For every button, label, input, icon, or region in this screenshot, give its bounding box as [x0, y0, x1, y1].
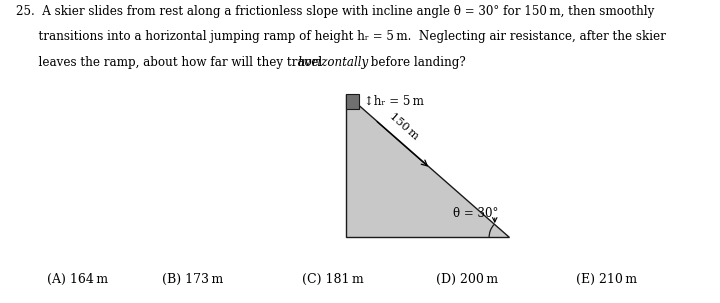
- Text: horizontally: horizontally: [297, 56, 369, 69]
- Text: (A) 164 m: (A) 164 m: [47, 273, 108, 286]
- Text: 150 m: 150 m: [387, 112, 420, 142]
- Text: (C) 181 m: (C) 181 m: [302, 273, 364, 286]
- Text: (B) 173 m: (B) 173 m: [162, 273, 223, 286]
- Text: 25.  A skier slides from rest along a frictionless slope with incline angle θ = : 25. A skier slides from rest along a fri…: [16, 5, 654, 18]
- Polygon shape: [346, 94, 359, 109]
- Text: before landing?: before landing?: [367, 56, 466, 69]
- Polygon shape: [346, 94, 508, 237]
- Text: transitions into a horizontal jumping ramp of height hᵣ = 5 m.  Neglecting air r: transitions into a horizontal jumping ra…: [16, 30, 666, 43]
- Text: (D) 200 m: (D) 200 m: [436, 273, 498, 286]
- Text: θ = 30°: θ = 30°: [453, 207, 498, 220]
- Text: (E) 210 m: (E) 210 m: [576, 273, 637, 286]
- Text: ↕hᵣ = 5 m: ↕hᵣ = 5 m: [364, 95, 424, 108]
- Text: leaves the ramp, about how far will they travel: leaves the ramp, about how far will they…: [16, 56, 326, 69]
